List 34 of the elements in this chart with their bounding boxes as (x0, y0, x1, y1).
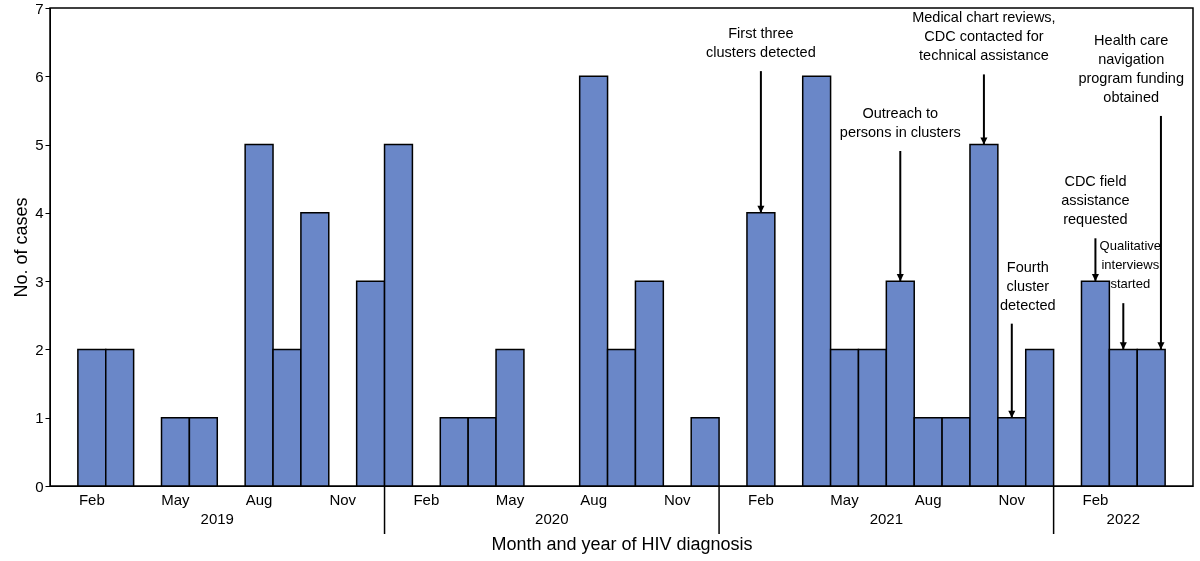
text: 2022 (1106, 510, 1140, 527)
x-tick-label: Aug (245, 490, 273, 508)
annotation: CDC field assistance requested (1061, 173, 1130, 228)
x-tick-label: Nov (998, 490, 1026, 508)
annotation: Qualitative interviews started (1099, 238, 1162, 292)
y-tick-label: 7 (35, 0, 44, 17)
x-tick-label: May (161, 490, 191, 508)
x-tick-label: Feb (747, 490, 774, 508)
x-tick-label: May (830, 490, 860, 508)
y-tick-label: 4 (35, 204, 44, 222)
text: 2020 (535, 510, 569, 527)
x-tick-label: Feb (78, 490, 105, 508)
text: 2019 (200, 510, 234, 527)
y-tick-label: 2 (35, 340, 44, 358)
y-tick-label: 1 (35, 409, 44, 427)
y-tick-label: 6 (35, 67, 44, 85)
annotation: Medical chart reviews, CDC contacted for technical assistance (912, 9, 1056, 64)
y-tick-label: 0 (35, 477, 44, 495)
annotation: Health care navigation program funding obtained (1078, 31, 1184, 105)
x-tick-label: Nov (329, 490, 357, 508)
x-axis-title: Month and year of HIV diagnosis (491, 533, 753, 554)
annotation: Outreach to persons in clusters (839, 105, 961, 141)
text: 2021 (869, 510, 904, 527)
annotation: Fourth cluster detected (999, 258, 1056, 313)
y-tick-label: 5 (35, 136, 44, 154)
x-tick-label: Aug (914, 490, 942, 508)
y-axis-title: No. of cases (11, 197, 32, 298)
annotation: First three clusters detected (706, 25, 816, 61)
x-tick-label: Aug (580, 490, 607, 508)
x-tick-label: Feb (413, 490, 440, 508)
x-tick-label: Feb (1082, 490, 1109, 508)
y-tick-label: 3 (35, 272, 44, 290)
x-tick-label: Nov (663, 490, 692, 508)
x-tick-label: May (495, 490, 525, 508)
